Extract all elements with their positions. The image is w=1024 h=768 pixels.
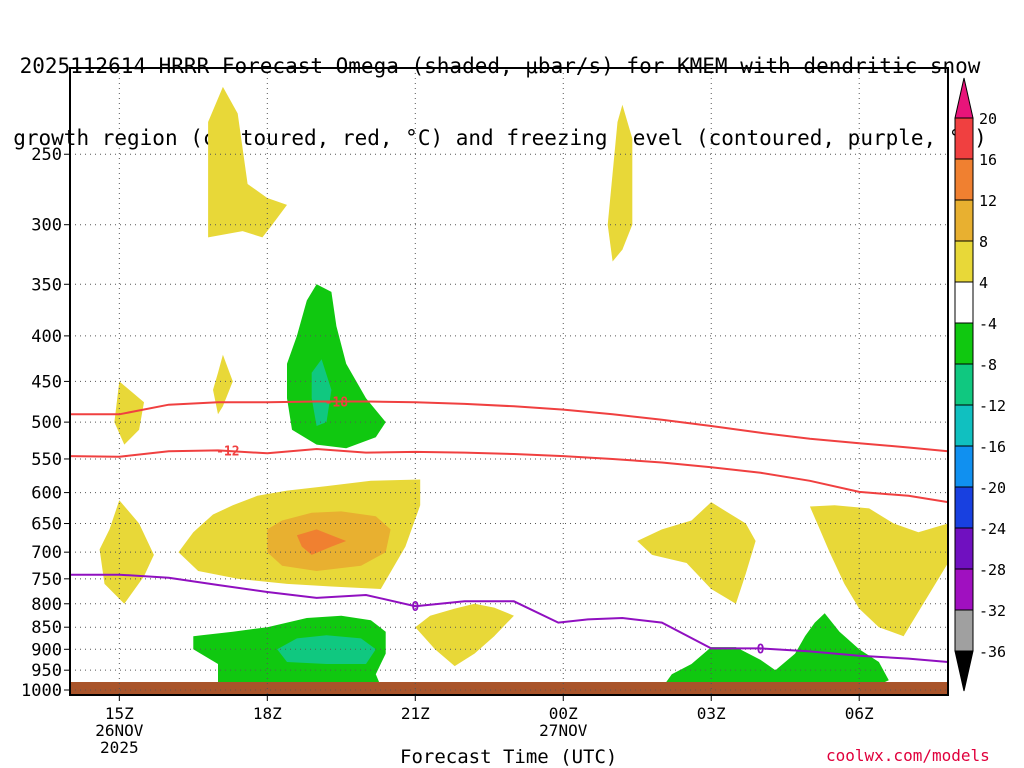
colorbar-label-10: -24: [979, 520, 1006, 538]
contour-label-dendritic-bottom: -12: [216, 444, 239, 459]
x-tick-label-21-0: 21Z: [401, 704, 430, 723]
contour-label-freezing-level-2: 0: [757, 642, 765, 657]
colorbar-box-2: [954, 199, 974, 242]
contour-dendritic-bottom: [70, 447, 948, 504]
colorbar-box-11: [954, 568, 974, 611]
omega-area-10: [809, 505, 948, 637]
colorbar-label-0: 20: [979, 110, 997, 128]
omega-area-12: [311, 359, 332, 426]
y-tick-label-900: 900: [31, 640, 62, 660]
y-tick-label-550: 550: [31, 450, 62, 470]
colorbar-box-8: [954, 445, 974, 488]
colorbar-label-1: 16: [979, 151, 997, 169]
x-tick-label-15-2: 2025: [100, 738, 139, 757]
omega-area-8: [415, 603, 514, 667]
colorbar-label-12: -32: [979, 602, 1006, 620]
colorbar-box-6: [954, 363, 974, 406]
colorbar: 20 16 12 8 4 -4 -8 -12 -16 -20 -24 -28 -32 -36: [954, 77, 1006, 692]
colorbar-box-10: [954, 527, 974, 570]
omega-area-14: [277, 635, 376, 664]
y-tick-label-750: 750: [31, 570, 62, 590]
watermark-link[interactable]: coolwx.com/models: [826, 746, 990, 765]
colorbar-label-5: -4: [979, 315, 997, 333]
x-axis-label: Forecast Time (UTC): [400, 746, 618, 768]
colorbar-label-11: -28: [979, 561, 1006, 579]
colorbar-label-4: 4: [979, 274, 988, 292]
x-tick-label-24-1: 27NOV: [539, 721, 588, 740]
y-tick-label-950: 950: [31, 661, 62, 681]
colorbar-box-3: [954, 240, 974, 283]
colorbar-top-arrow: [954, 77, 974, 119]
colorbar-box-7: [954, 404, 974, 447]
colorbar-label-8: -16: [979, 438, 1006, 456]
omega-area-0: [208, 86, 287, 238]
colorbar-label-7: -12: [979, 397, 1006, 415]
y-tick-label-350: 350: [31, 275, 62, 295]
x-tick-label-24-0: 00Z: [549, 704, 578, 723]
omega-area-11: [287, 284, 386, 449]
colorbar-box-1: [954, 158, 974, 201]
omega-area-15: [612, 613, 889, 690]
x-tick-label-18-0: 18Z: [253, 704, 282, 723]
omega-shading: [99, 86, 948, 690]
omega-area-4: [99, 500, 154, 604]
chart-title-line1: 2025112614 HRRR Forecast Omega (shaded, …: [19, 54, 981, 78]
colorbar-label-6: -8: [979, 356, 997, 374]
colorbar-box-0: [954, 117, 974, 160]
omega-area-7: [296, 529, 347, 555]
colorbar-label-9: -20: [979, 479, 1006, 497]
colorbar-box-9: [954, 486, 974, 529]
ground-strip: [70, 682, 948, 695]
y-tick-label-450: 450: [31, 372, 62, 392]
colorbar-label-2: 12: [979, 192, 997, 210]
colorbar-label-13: -36: [979, 643, 1006, 661]
contour-dendritic-top: [70, 400, 948, 453]
ground-layer: [70, 682, 948, 695]
x-tick-label-30-0: 06Z: [845, 704, 874, 723]
y-tick-label-250: 250: [31, 145, 62, 165]
colorbar-bottom-arrow: [954, 650, 974, 692]
x-tick-label-15-1: 26NOV: [95, 721, 144, 740]
y-axis: 2503003504004505005506006507007508008509…: [21, 145, 70, 701]
contour-lines: -18 -12 0 0: [70, 395, 948, 663]
y-tick-label-800: 800: [31, 595, 62, 615]
contour-label-freezing-level: 0: [411, 600, 419, 615]
chart-title-line2: growth region (contoured, red, °C) and f…: [13, 126, 987, 150]
x-tick-label-27-0: 03Z: [697, 704, 726, 723]
contour-label-dendritic-top: -18: [325, 395, 349, 410]
y-tick-label-850: 850: [31, 618, 62, 638]
colorbar-box-12: [954, 609, 974, 652]
y-tick-label-300: 300: [31, 216, 62, 236]
y-tick-label-400: 400: [31, 327, 62, 347]
contour-freezing-level: [70, 573, 948, 663]
y-tick-label-650: 650: [31, 515, 62, 535]
omega-area-1: [607, 104, 633, 262]
colorbar-label-3: 8: [979, 233, 988, 251]
colorbar-box-4: [954, 281, 974, 324]
y-tick-label-1000: 1000: [21, 681, 62, 701]
y-tick-label-500: 500: [31, 413, 62, 433]
x-tick-label-15-0: 15Z: [105, 704, 134, 723]
colorbar-box-5: [954, 322, 974, 365]
y-tick-label-600: 600: [31, 484, 62, 504]
chart-title: 2025112614 HRRR Forecast Omega (shaded, …: [0, 6, 1000, 174]
omega-area-9: [637, 502, 756, 604]
omega-area-2: [213, 354, 233, 415]
y-tick-label-700: 700: [31, 543, 62, 563]
